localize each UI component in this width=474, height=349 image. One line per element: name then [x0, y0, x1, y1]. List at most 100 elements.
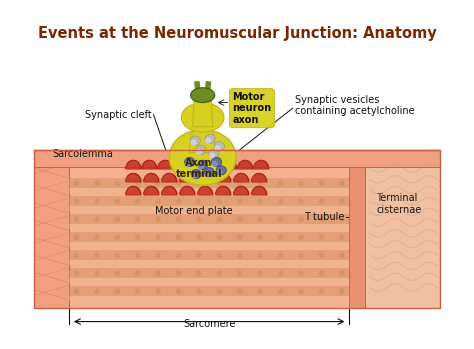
- Circle shape: [136, 181, 140, 185]
- Bar: [34, 150, 69, 308]
- Ellipse shape: [169, 129, 236, 185]
- Circle shape: [238, 181, 242, 185]
- Circle shape: [156, 235, 160, 239]
- Bar: [69, 179, 349, 188]
- Circle shape: [95, 199, 99, 203]
- Bar: [69, 150, 349, 308]
- Circle shape: [217, 181, 221, 185]
- Circle shape: [197, 181, 201, 185]
- Circle shape: [136, 199, 140, 203]
- Circle shape: [197, 217, 201, 221]
- Bar: [69, 233, 349, 242]
- Circle shape: [95, 235, 99, 239]
- Ellipse shape: [204, 168, 214, 177]
- Circle shape: [176, 181, 181, 185]
- Circle shape: [176, 289, 181, 294]
- Bar: [69, 268, 349, 270]
- Circle shape: [197, 253, 201, 257]
- Circle shape: [74, 181, 79, 185]
- Circle shape: [156, 217, 160, 221]
- Bar: [69, 252, 349, 260]
- Circle shape: [238, 235, 242, 239]
- Circle shape: [238, 217, 242, 221]
- Circle shape: [95, 181, 99, 185]
- Circle shape: [279, 199, 283, 203]
- Circle shape: [217, 271, 221, 275]
- Bar: [69, 216, 349, 224]
- Circle shape: [115, 253, 119, 257]
- Text: Synaptic vesicles
containing acetylcholine: Synaptic vesicles containing acetylcholi…: [295, 95, 415, 116]
- Circle shape: [197, 235, 201, 239]
- Circle shape: [217, 289, 221, 294]
- Circle shape: [340, 199, 344, 203]
- Circle shape: [299, 271, 303, 275]
- Text: Synaptic cleft: Synaptic cleft: [85, 110, 152, 120]
- Circle shape: [95, 253, 99, 257]
- Bar: [69, 260, 349, 265]
- Circle shape: [319, 217, 323, 221]
- Bar: [69, 196, 349, 198]
- Circle shape: [340, 235, 344, 239]
- Circle shape: [340, 289, 344, 294]
- Circle shape: [136, 271, 140, 275]
- Bar: [69, 178, 349, 180]
- Bar: [34, 150, 440, 166]
- Circle shape: [95, 271, 99, 275]
- Circle shape: [185, 162, 190, 166]
- Circle shape: [74, 289, 79, 294]
- Circle shape: [197, 149, 201, 154]
- Circle shape: [156, 199, 160, 203]
- Circle shape: [136, 253, 140, 257]
- Circle shape: [205, 172, 210, 176]
- Ellipse shape: [214, 142, 225, 151]
- Bar: [69, 288, 349, 296]
- Circle shape: [206, 138, 210, 143]
- Circle shape: [319, 235, 323, 239]
- Circle shape: [279, 271, 283, 275]
- Circle shape: [176, 199, 181, 203]
- Circle shape: [217, 235, 221, 239]
- Circle shape: [115, 271, 119, 275]
- Circle shape: [299, 199, 303, 203]
- Circle shape: [217, 253, 221, 257]
- Text: Events at the Neuromuscular Junction: Anatomy: Events at the Neuromuscular Junction: An…: [37, 25, 437, 40]
- Ellipse shape: [191, 169, 201, 179]
- Circle shape: [299, 253, 303, 257]
- Bar: [69, 198, 349, 206]
- Ellipse shape: [182, 103, 224, 132]
- Circle shape: [192, 173, 197, 178]
- Ellipse shape: [211, 157, 222, 166]
- Circle shape: [176, 253, 181, 257]
- Circle shape: [217, 170, 222, 174]
- Circle shape: [319, 253, 323, 257]
- Bar: [349, 150, 440, 308]
- Ellipse shape: [191, 88, 215, 103]
- Circle shape: [115, 199, 119, 203]
- Text: Motor end plate: Motor end plate: [155, 206, 232, 216]
- Ellipse shape: [198, 160, 208, 169]
- Bar: [69, 214, 349, 216]
- Bar: [69, 242, 349, 247]
- Bar: [349, 150, 365, 308]
- Circle shape: [319, 181, 323, 185]
- Circle shape: [258, 217, 262, 221]
- Circle shape: [156, 289, 160, 294]
- Circle shape: [115, 217, 119, 221]
- Text: Motor
neuron
axon: Motor neuron axon: [232, 91, 272, 125]
- Circle shape: [258, 199, 262, 203]
- Circle shape: [299, 181, 303, 185]
- Circle shape: [136, 235, 140, 239]
- Circle shape: [197, 199, 201, 203]
- Bar: [69, 270, 349, 278]
- Circle shape: [156, 181, 160, 185]
- Circle shape: [258, 181, 262, 185]
- Text: Sarcolemma: Sarcolemma: [52, 149, 113, 159]
- Circle shape: [319, 271, 323, 275]
- Circle shape: [212, 162, 217, 166]
- Circle shape: [340, 253, 344, 257]
- Ellipse shape: [209, 149, 219, 158]
- Circle shape: [319, 289, 323, 294]
- Bar: [69, 206, 349, 211]
- Circle shape: [74, 199, 79, 203]
- Bar: [69, 188, 349, 193]
